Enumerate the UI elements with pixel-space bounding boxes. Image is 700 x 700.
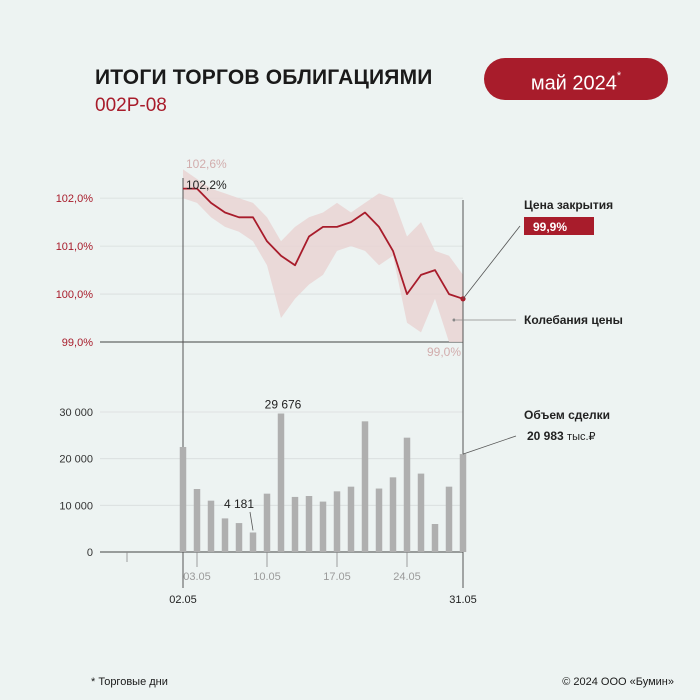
volume-bar (431, 524, 439, 552)
volume-min-label: 4 181 (224, 497, 254, 511)
volume-tick-label: 30 000 (59, 407, 93, 419)
volume-bar (347, 486, 355, 552)
volume-bar (291, 496, 299, 552)
volume-bar (263, 493, 271, 552)
volume-bar (277, 413, 285, 552)
volume-max-label: 29 676 (265, 398, 302, 412)
band-min-label: 99,0% (427, 345, 461, 359)
close-price-value: 99,9% (533, 220, 567, 234)
close-price-line (183, 187, 464, 300)
period-footnote-mark: * (616, 70, 622, 82)
band-max-label: 102,6% (186, 157, 227, 171)
volume-value-number: 20 983 (527, 429, 567, 443)
close-price-legend-label: Цена закрытия (524, 198, 613, 212)
volume-min-leader (249, 511, 254, 531)
volume-bar (375, 488, 383, 552)
volume-tick-label: 20 000 (59, 454, 93, 466)
price-tick-label: 102,0% (56, 193, 94, 205)
band-legend-label: Колебания цены (524, 313, 623, 327)
price-range-band (183, 169, 463, 342)
bond-issue-code: 002Р-08 (95, 95, 167, 116)
chart-title: ИТОГИ ТОРГОВ ОБЛИГАЦИЯМИ (95, 66, 433, 89)
volume-bar (319, 501, 327, 552)
volume-bar (459, 454, 467, 552)
volume-value-unit: тыс.₽ (567, 431, 596, 443)
x-tick-label: 03.05 (183, 571, 211, 583)
x-tick-label: 24.05 (393, 571, 421, 583)
period-label: май 2024 (530, 72, 617, 95)
volume-leader (462, 435, 517, 455)
volume-bar (333, 491, 341, 552)
volume-bar (361, 421, 369, 552)
close-price-value-box (524, 217, 594, 235)
volume-tick-label: 10 000 (59, 500, 93, 512)
start-date-label: 02.05 (169, 594, 197, 606)
price-tick-label: 100,0% (56, 289, 94, 301)
x-tick-label: 10.05 (253, 571, 281, 583)
volume-bar (249, 532, 257, 552)
close-price-leader (462, 225, 521, 300)
volume-bar (179, 447, 187, 552)
end-date-label: 31.05 (449, 594, 477, 606)
copyright: © 2024 ООО «Бумин» (562, 676, 674, 688)
volume-tick-label: 0 (87, 547, 93, 559)
volume-value: 20 983 тыс.₽ (527, 429, 596, 443)
volume-bar (305, 496, 313, 552)
volume-legend-label: Объем сделки (524, 408, 610, 422)
footnote: * Торговые дни (91, 676, 168, 688)
volume-bar (417, 473, 425, 552)
volume-bar (221, 518, 229, 552)
band-leader-dot (452, 318, 456, 322)
x-tick-label: 17.05 (323, 571, 351, 583)
volume-bar (403, 437, 411, 552)
volume-bar (207, 500, 215, 552)
volume-bar (445, 486, 453, 552)
volume-bar (193, 489, 201, 552)
price-tick-label: 99,0% (62, 337, 93, 349)
start-price-label: 102,2% (186, 178, 227, 192)
period-badge: май 2024* (484, 58, 668, 100)
price-tick-label: 101,0% (56, 241, 94, 253)
volume-bar (235, 523, 243, 552)
volume-bar (389, 477, 397, 552)
